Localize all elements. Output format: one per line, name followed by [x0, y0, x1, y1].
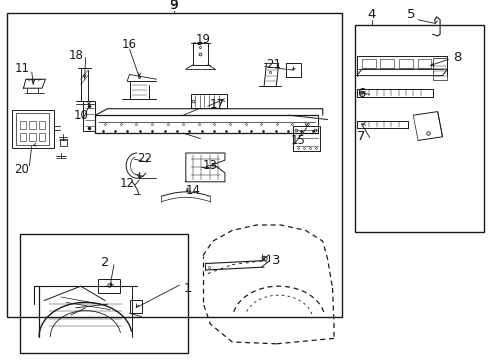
Text: 1: 1 [183, 282, 192, 294]
Text: 20: 20 [15, 163, 29, 176]
Text: 22: 22 [137, 152, 151, 165]
Bar [361, 59, 375, 68]
Bar [16, 113, 49, 145]
Bar [39, 133, 45, 141]
Bar [129, 300, 142, 313]
Text: 14: 14 [185, 184, 200, 197]
Text: 16: 16 [122, 39, 137, 51]
Bar [432, 58, 447, 80]
Text: 4: 4 [366, 8, 375, 21]
Text: 5: 5 [406, 8, 414, 21]
Text: 11: 11 [15, 62, 29, 75]
Text: 12: 12 [120, 177, 134, 190]
Bar [83, 101, 95, 131]
Bar [293, 126, 320, 151]
Text: 8: 8 [452, 51, 461, 64]
Bar [29, 133, 36, 141]
Bar [98, 279, 120, 293]
Text: 21: 21 [266, 58, 281, 71]
Text: 18: 18 [68, 49, 83, 62]
Bar [398, 59, 412, 68]
Text: 7: 7 [356, 130, 365, 143]
Text: 3: 3 [271, 255, 280, 267]
Text: 10: 10 [73, 109, 88, 122]
Bar [20, 133, 26, 141]
Text: 9: 9 [169, 0, 178, 12]
Bar [29, 121, 36, 129]
Text: 13: 13 [203, 159, 217, 172]
Bar [20, 234, 188, 353]
Text: 2: 2 [101, 256, 109, 269]
Bar [60, 139, 67, 146]
Text: 15: 15 [290, 134, 305, 147]
Bar [380, 59, 393, 68]
Bar [12, 110, 54, 148]
Text: 6: 6 [356, 87, 365, 100]
Bar [20, 121, 26, 129]
Text: 17: 17 [210, 98, 224, 111]
Text: 19: 19 [195, 33, 210, 46]
Bar [7, 13, 342, 317]
Bar [417, 59, 430, 68]
Bar [354, 25, 483, 232]
Bar [190, 94, 227, 108]
Bar [39, 121, 45, 129]
Text: 9: 9 [169, 0, 178, 12]
